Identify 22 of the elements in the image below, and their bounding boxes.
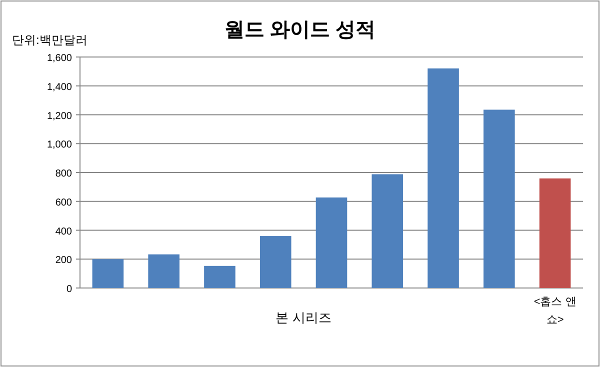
bar: [484, 110, 515, 288]
bar: [316, 197, 348, 288]
bar: [260, 236, 292, 288]
y-tick-label: 600: [55, 197, 72, 208]
text: 단위:백만달러: [12, 33, 88, 47]
bar: [372, 174, 404, 288]
bar: [92, 259, 124, 288]
bar: [148, 254, 180, 288]
x-axis-title: 본 시리즈: [276, 310, 332, 325]
bar: [204, 266, 236, 288]
chart-title: 월드 와이드 성적: [224, 19, 376, 41]
y-tick-label: 1,000: [46, 140, 72, 151]
y-tick-label: 1,200: [46, 110, 72, 122]
y-tick-label: 200: [55, 255, 72, 266]
y-tick-label: 400: [55, 226, 72, 238]
y-tick-label: 1,600: [46, 53, 72, 64]
y-tick-label: 0: [66, 284, 72, 295]
x-tick-label: <홉스 앤 쇼>: [534, 296, 576, 326]
y-tick-label: 800: [55, 168, 72, 180]
bar: [428, 68, 459, 288]
bar: [539, 178, 571, 288]
y-tick-label: 1,400: [46, 82, 72, 93]
